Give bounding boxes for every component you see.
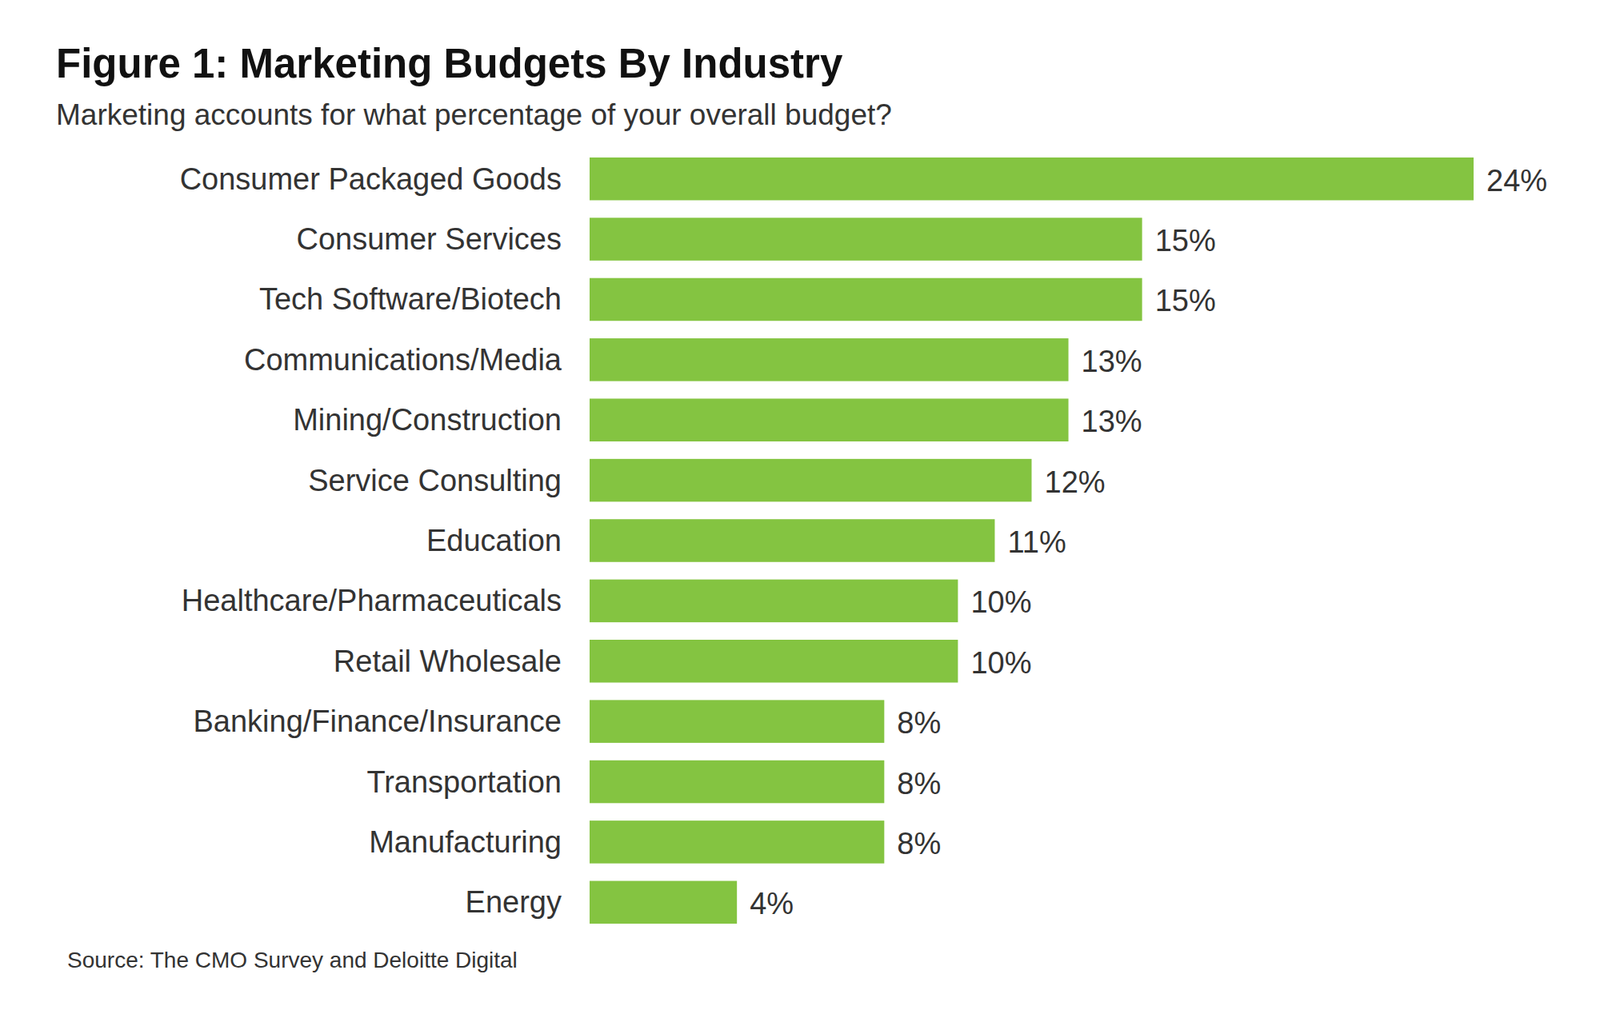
bar: [589, 338, 1069, 382]
title: Figure 1: Marketing Budgets By Industry: [56, 40, 844, 87]
category-label: Transportation: [366, 765, 562, 800]
source: Source: The CMO Survey and Deloitte Digi…: [67, 948, 518, 973]
bar: [589, 217, 1143, 261]
category-label: Healthcare/Pharmaceuticals: [181, 584, 562, 618]
subtitle: Marketing accounts for what percentage o…: [56, 98, 892, 132]
data-label: 8%: [896, 827, 941, 861]
data-label: 15%: [1155, 284, 1216, 318]
category-label: Consumer Services: [296, 222, 562, 256]
data-label: 13%: [1081, 344, 1143, 379]
bar: [589, 700, 884, 744]
category-label: Banking/Finance/Insurance: [192, 704, 562, 739]
category-label: Communications/Media: [244, 343, 563, 377]
category-label: Mining/Construction: [292, 403, 562, 437]
bar: [589, 459, 1032, 503]
category-label: Energy: [465, 885, 562, 920]
bar: [589, 640, 958, 684]
data-label: 10%: [970, 646, 1032, 680]
labels: Consumer Packaged Goods 24% Consumer Servi…: [180, 162, 1548, 922]
bar: [589, 157, 1474, 201]
data-label: 10%: [970, 585, 1032, 620]
bar: [589, 278, 1143, 322]
data-label: 4%: [749, 887, 794, 921]
data-label: 8%: [896, 767, 941, 801]
data-label: 13%: [1081, 404, 1143, 439]
category-label: Tech Software/Biotech: [259, 282, 562, 316]
bar: [589, 580, 958, 624]
category-label: Manufacturing: [368, 825, 562, 860]
category-label: Retail Wholesale: [333, 644, 562, 679]
data-label: 8%: [896, 706, 941, 740]
data-label: 15%: [1155, 224, 1216, 258]
bar: [589, 760, 884, 804]
bar: [589, 398, 1069, 442]
category-label: Consumer Packaged Goods: [180, 162, 562, 196]
chart-root: Figure 1: Marketing Budgets By Industry M…: [0, 0, 1600, 1018]
data-label: 11%: [1007, 525, 1066, 560]
chart: Figure 1: Marketing Budgets By Industry M…: [0, 0, 1600, 1018]
category-label: Service Consulting: [308, 464, 562, 498]
bar: [589, 820, 884, 864]
data-label: 12%: [1044, 465, 1106, 500]
bars: [589, 157, 1474, 924]
bar: [589, 519, 995, 563]
bar: [589, 881, 737, 925]
category-label: Education: [426, 524, 562, 558]
data-label: 24%: [1486, 164, 1548, 198]
